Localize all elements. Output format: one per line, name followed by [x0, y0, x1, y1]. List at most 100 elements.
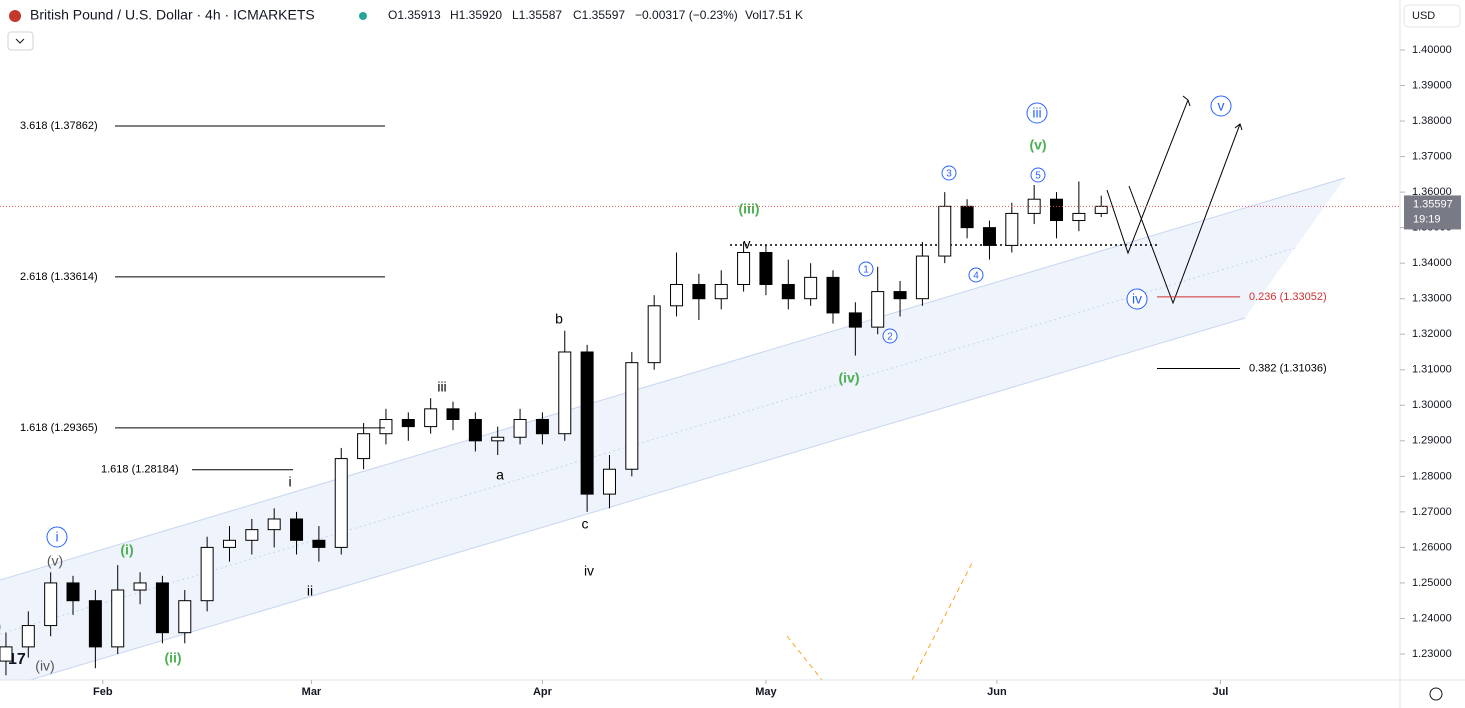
wave-label: a: [496, 467, 504, 483]
candle-body: [960, 205, 974, 229]
currency-button[interactable]: [1403, 4, 1461, 28]
wave-label: c: [582, 516, 589, 532]
wave-circle: [882, 328, 898, 344]
countdown: 19:19: [1413, 213, 1441, 225]
candle-body: [670, 283, 684, 307]
wave-label: b: [555, 311, 563, 327]
candle-body: [1072, 212, 1086, 222]
candle-body: [781, 283, 795, 300]
wave-label: i: [288, 474, 291, 490]
y-tick-label: 1.24000: [1412, 612, 1452, 624]
candle-body: [200, 546, 214, 602]
candle-body: [44, 582, 58, 627]
candle-body: [66, 582, 80, 602]
channel-top: [0, 177, 1346, 581]
y-tick-label: 1.31000: [1412, 364, 1452, 376]
x-tick-label: Feb: [93, 686, 113, 698]
wave-label: v: [1218, 98, 1225, 114]
y-tick-label: 1.28000: [1412, 470, 1452, 482]
x-tick-label: May: [755, 686, 777, 698]
ohlc: O1.35913 H1.35920 L1.35587 C1.35597 −0.00317…: [388, 8, 803, 22]
collapse-button[interactable]: [7, 31, 34, 51]
y-tick-label: 1.30000: [1412, 399, 1452, 411]
candle-body: [625, 362, 639, 470]
y-tick-label: 1.27000: [1412, 506, 1452, 518]
wave-label: ii: [307, 583, 313, 599]
fib-label: 0.382 (1.31036): [1249, 362, 1327, 374]
wave-label: 5: [1035, 171, 1041, 182]
candle-body: [714, 283, 728, 300]
x-tick-label: Apr: [533, 686, 553, 698]
candle-body: [245, 529, 259, 541]
y-tick-label: 1.25000: [1412, 577, 1452, 589]
x-tick-label: Jul: [1212, 686, 1228, 698]
candle-body: [535, 418, 549, 435]
candle-body: [178, 600, 192, 634]
candle-body: [938, 205, 952, 257]
wave-circle: [1126, 288, 1148, 310]
x-tick-label: Jun: [987, 686, 1007, 698]
tv-logo: 17: [8, 651, 26, 668]
settings-icon[interactable]: [1429, 687, 1443, 701]
ohlc-value: C1.35597: [573, 8, 625, 22]
wave-circle: [1030, 167, 1046, 183]
y-tick-label: 1.40000: [1412, 44, 1452, 56]
wave-circle: [968, 267, 984, 283]
wave-circle: [941, 165, 957, 181]
wave-label: iv: [1132, 291, 1142, 307]
ohlc-value: Vol17.51 K: [745, 8, 803, 22]
candle-body: [133, 582, 147, 591]
candle-body: [580, 351, 594, 495]
ohlc-value: −0.00317 (−0.23%): [635, 8, 738, 22]
candle-body: [379, 418, 393, 435]
symbol-icon: [9, 10, 21, 22]
candle-body: [871, 291, 885, 328]
y-tick-label: 1.29000: [1412, 435, 1452, 447]
x-tick-label: Mar: [302, 686, 322, 698]
candle-body: [982, 227, 996, 246]
candle-body: [334, 458, 348, 548]
currency: USD: [1412, 10, 1435, 22]
fib-label: 1.618 (1.28184): [101, 464, 179, 476]
wave-label: iii: [1032, 105, 1041, 121]
ohlc-value: H1.35920: [450, 8, 502, 22]
y-tick-label: 1.23000: [1412, 648, 1452, 660]
symbol-title: British Pound / U.S. Dollar · 4h · ICMAR…: [30, 7, 315, 23]
candle-body: [1094, 205, 1108, 214]
wave-label: iv: [584, 563, 594, 579]
candle-body: [491, 436, 505, 442]
candle-body: [893, 291, 907, 300]
candle-body: [692, 283, 706, 300]
chevron: [15, 38, 25, 44]
wave-circle: [1026, 102, 1048, 124]
channel-fill: [0, 178, 1345, 680]
wave-label: i: [55, 529, 58, 545]
y-tick-label: 1.34000: [1412, 257, 1452, 269]
y-tick-label: 1.39000: [1412, 79, 1452, 91]
candle-body: [155, 582, 169, 634]
wave-label: (iv): [839, 370, 860, 386]
orange-dash: [911, 562, 973, 680]
candle-body: [1005, 212, 1019, 246]
fib-label: 0.236 (1.33052): [1249, 291, 1327, 303]
projection: [1128, 123, 1241, 305]
candle-body: [267, 518, 281, 531]
wave-label: 1: [863, 265, 869, 276]
price-tag: [1404, 195, 1461, 230]
wave-label: iii: [437, 379, 446, 395]
candle-body: [848, 312, 862, 328]
arrow-head: [1182, 95, 1191, 107]
channel: [0, 95, 1346, 680]
wave-label: 3: [946, 169, 952, 180]
candle-body: [759, 252, 773, 285]
wave-label: (iv): [35, 658, 54, 674]
wave-label: 2: [887, 332, 893, 343]
candle-body: [222, 539, 236, 548]
wave-label: (v): [1029, 137, 1046, 153]
candle-body: [602, 468, 616, 495]
arrow-head: [1234, 123, 1243, 131]
candle-body: [1050, 198, 1064, 222]
channel-mid: [0, 247, 1296, 635]
